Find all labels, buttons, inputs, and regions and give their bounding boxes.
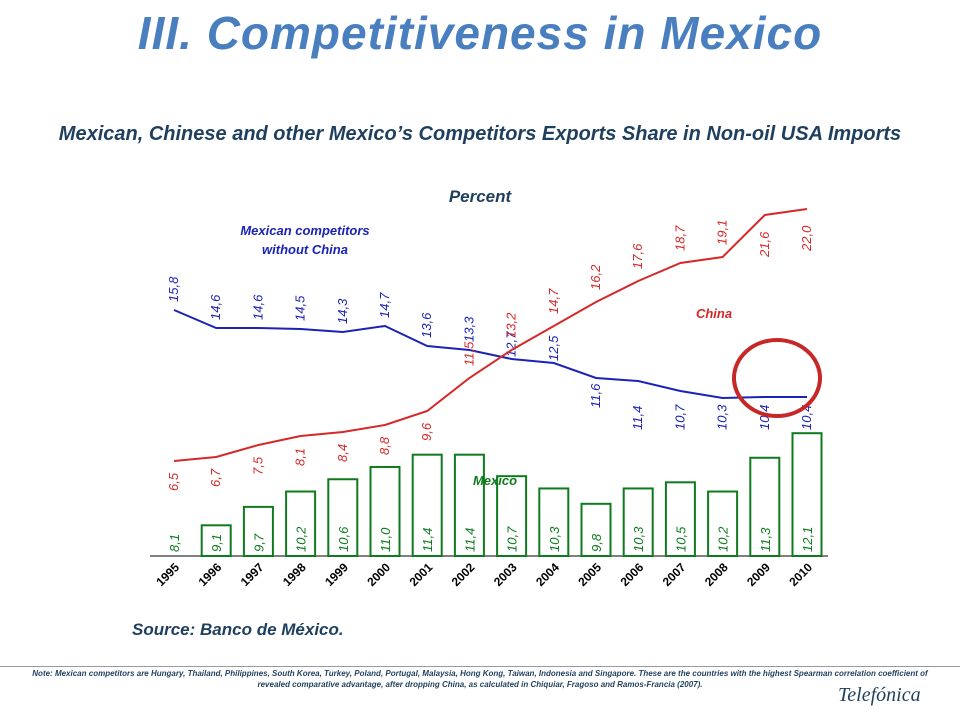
competitors-label-2001: 13,6 bbox=[419, 312, 434, 338]
bar-mexico-1999 bbox=[327, 478, 359, 557]
bar-label-1997: 9,7 bbox=[251, 533, 266, 552]
note-divider bbox=[0, 666, 960, 667]
bar-label-2000: 11,0 bbox=[378, 527, 393, 552]
bar-mexico-2007 bbox=[664, 481, 696, 558]
chart-title: Mexican, Chinese and other Mexico’s Comp… bbox=[58, 123, 902, 145]
footnote: Note: Mexican competitors are Hungary, T… bbox=[32, 669, 928, 689]
bar-mexico-2006 bbox=[622, 487, 654, 557]
series-name-mexico: Mexico bbox=[473, 473, 517, 488]
competitors-label-1995: 15,8 bbox=[166, 276, 181, 302]
bar-label-1998: 10,2 bbox=[294, 526, 309, 552]
x-tick-2002: 2002 bbox=[449, 560, 478, 589]
x-tick-2001: 2001 bbox=[407, 560, 436, 589]
china-label-2007: 18,7 bbox=[672, 225, 687, 251]
bar-mexico-1997 bbox=[242, 505, 274, 558]
china-label-2006: 17,6 bbox=[630, 243, 645, 269]
bar-mexico-2002 bbox=[453, 453, 485, 557]
bar-mexico-2000 bbox=[369, 465, 401, 557]
competitors-label-2009: 10,4 bbox=[757, 405, 772, 430]
bar-mexico-2004 bbox=[538, 487, 570, 557]
x-tick-2005: 2005 bbox=[575, 560, 604, 589]
china-label-2010: 22,0 bbox=[799, 225, 814, 252]
china-label-2009: 21,6 bbox=[757, 231, 772, 258]
china-label-1999: 8,4 bbox=[335, 444, 350, 462]
x-tick-2008: 2008 bbox=[702, 560, 731, 589]
china-label-1998: 8,1 bbox=[293, 448, 308, 466]
unit-label: Percent bbox=[448, 187, 512, 206]
bar-label-2006: 10,3 bbox=[631, 526, 646, 552]
bar-label-2007: 10,5 bbox=[673, 526, 688, 552]
x-tick-2003: 2003 bbox=[491, 560, 520, 589]
china-label-1997: 7,5 bbox=[250, 456, 265, 475]
series-line-china bbox=[173, 208, 808, 462]
source-label: Source: Banco de México. bbox=[132, 620, 344, 639]
bar-label-2005: 9,8 bbox=[589, 533, 604, 552]
bar-mexico-2008 bbox=[707, 490, 739, 557]
competitors-label-2006: 11,4 bbox=[630, 406, 645, 430]
bar-mexico-2003 bbox=[496, 475, 528, 557]
competitors-label-2004: 12,5 bbox=[546, 335, 561, 361]
series-name-competitors-line2: without China bbox=[262, 242, 348, 257]
china-label-1996: 6,7 bbox=[208, 468, 223, 487]
china-label-2003: 13,2 bbox=[504, 312, 519, 338]
china-label-2002: 11,5 bbox=[461, 341, 476, 366]
competitors-label-2010: 10,4 bbox=[799, 405, 814, 430]
bar-label-1999: 10,6 bbox=[336, 526, 351, 552]
x-tick-2007: 2007 bbox=[660, 560, 689, 589]
competitors-label-2007: 10,7 bbox=[672, 404, 687, 430]
china-label-2005: 16,2 bbox=[588, 264, 603, 290]
bar-label-1996: 9,1 bbox=[209, 534, 224, 552]
competitors-label-1996: 14,6 bbox=[208, 294, 223, 320]
competitors-label-2008: 10,3 bbox=[715, 404, 730, 430]
telefonica-logo: Telefónica bbox=[838, 684, 921, 706]
series-name-china: China bbox=[696, 306, 732, 321]
series-line-competitors bbox=[173, 309, 807, 400]
china-label-2000: 8,8 bbox=[377, 436, 392, 455]
x-tick-1997: 1997 bbox=[238, 560, 267, 589]
competitors-label-2003: 12,7 bbox=[504, 331, 519, 357]
bar-label-2003: 10,7 bbox=[505, 526, 520, 552]
x-tick-1995: 1995 bbox=[153, 560, 182, 589]
competitors-label-2002: 13,3 bbox=[461, 316, 476, 342]
slide-title: III. Competitiveness in Mexico bbox=[137, 7, 823, 59]
competitors-label-1999: 14,3 bbox=[335, 298, 350, 324]
china-label-2004: 14,7 bbox=[546, 288, 561, 314]
x-tick-1999: 1999 bbox=[322, 560, 351, 589]
series-name-competitors-line1: Mexican competitors bbox=[240, 223, 369, 238]
china-label-2001: 9,6 bbox=[419, 422, 434, 441]
x-tick-2009: 2009 bbox=[744, 560, 773, 589]
x-tick-1996: 1996 bbox=[196, 560, 225, 589]
bar-mexico-2005 bbox=[580, 502, 612, 557]
x-tick-2000: 2000 bbox=[364, 560, 393, 589]
competitors-label-2005: 11,6 bbox=[588, 383, 603, 408]
bar-label-2008: 10,2 bbox=[716, 526, 731, 552]
bar-label-1995: 8,1 bbox=[167, 534, 182, 552]
bar-mexico-1996 bbox=[200, 524, 232, 557]
x-tick-2010: 2010 bbox=[786, 560, 815, 589]
competitors-label-1997: 14,6 bbox=[250, 294, 265, 320]
competitors-label-2000: 14,7 bbox=[377, 292, 392, 318]
competitors-label-1998: 14,5 bbox=[293, 295, 308, 321]
x-tick-2004: 2004 bbox=[533, 560, 562, 589]
bar-label-2010: 12,1 bbox=[800, 527, 815, 552]
highlight-circle bbox=[732, 338, 822, 418]
bar-label-2001: 11,4 bbox=[420, 528, 435, 552]
bar-label-2009: 11,3 bbox=[758, 527, 773, 552]
x-tick-1998: 1998 bbox=[280, 560, 309, 589]
china-label-2008: 19,1 bbox=[715, 220, 730, 245]
bar-mexico-2001 bbox=[411, 453, 443, 557]
x-tick-2006: 2006 bbox=[618, 560, 647, 589]
bar-label-2004: 10,3 bbox=[547, 526, 562, 552]
bar-mexico-2009 bbox=[749, 456, 781, 558]
china-label-1995: 6,5 bbox=[166, 472, 181, 491]
bar-mexico-1998 bbox=[285, 490, 317, 557]
bar-mexico-2010 bbox=[791, 432, 823, 558]
bar-label-2002: 11,4 bbox=[462, 528, 477, 552]
